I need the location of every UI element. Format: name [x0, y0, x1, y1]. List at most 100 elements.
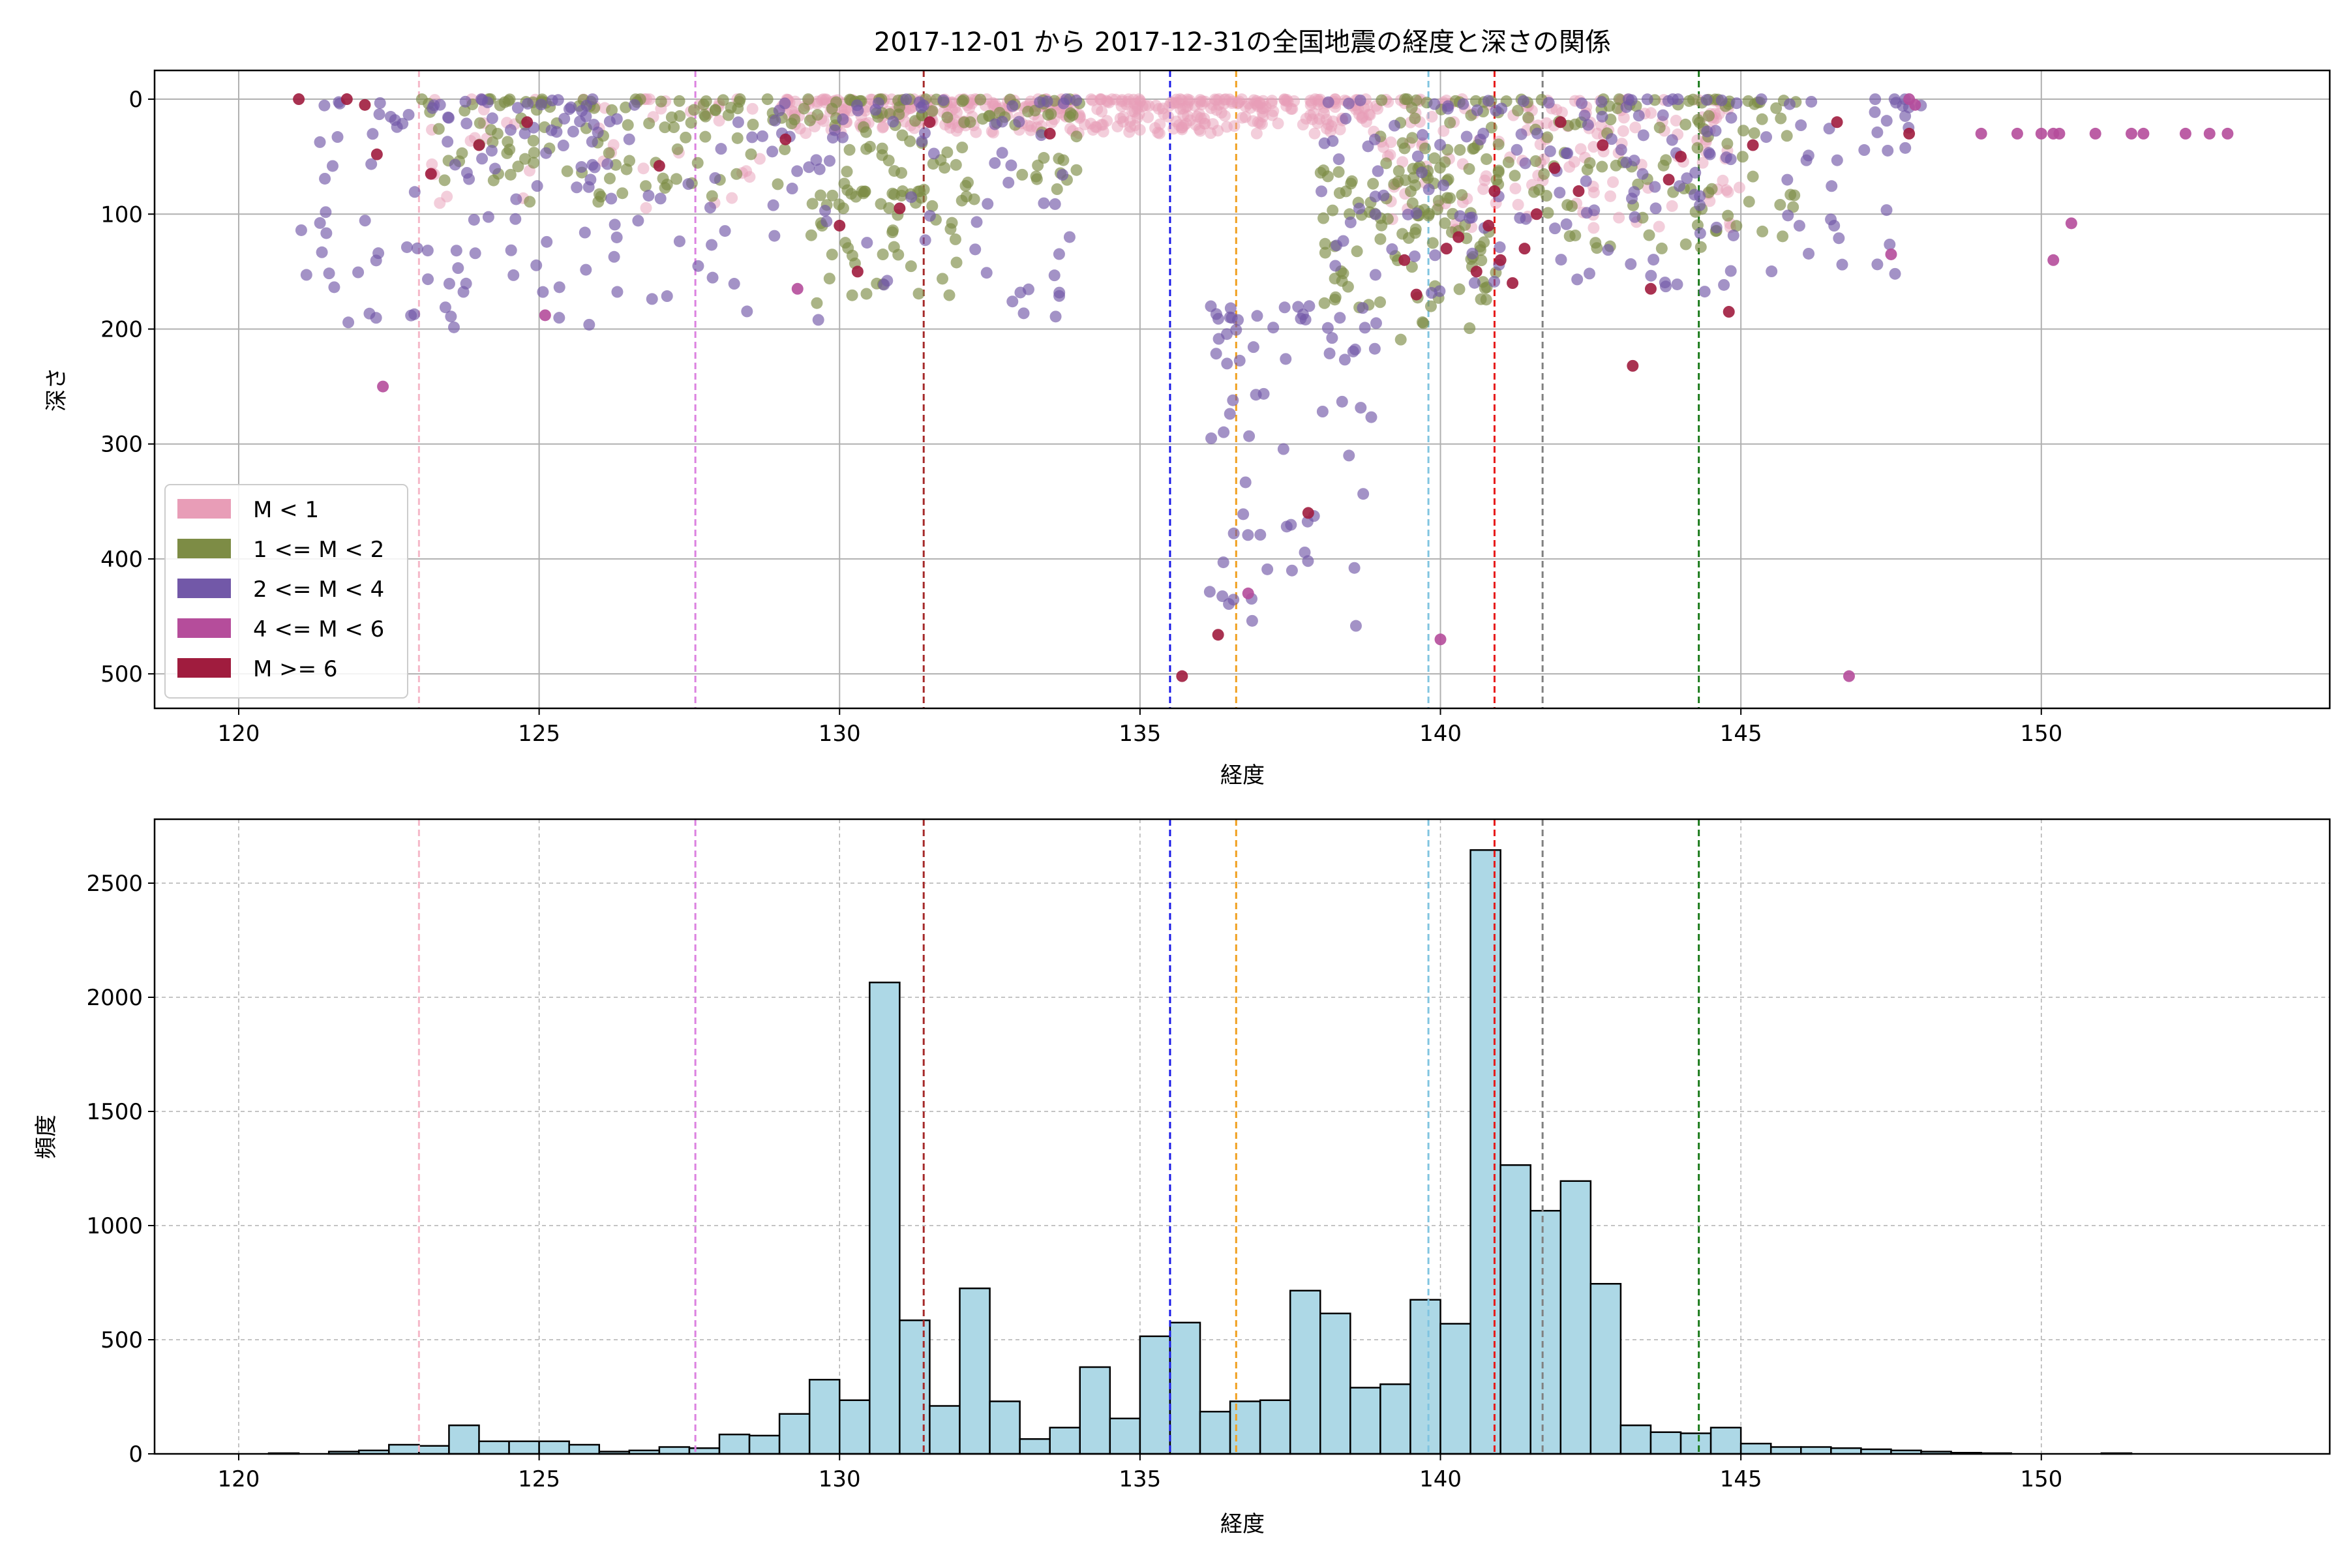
scatter-point: [427, 102, 439, 114]
scatter-point: [1793, 220, 1805, 232]
scatter-point: [1182, 96, 1195, 108]
scatter-point: [719, 225, 731, 237]
scatter-point: [817, 93, 830, 106]
scatter-point: [1280, 520, 1293, 533]
histogram-bar: [748, 1434, 781, 1455]
scatter-point: [1013, 115, 1025, 128]
scatter-point: [726, 192, 738, 204]
scatter-point: [1468, 277, 1481, 289]
scatter-point: [1233, 354, 1246, 367]
scatter-point: [1353, 202, 1366, 215]
scatter-point: [805, 229, 817, 241]
scatter-point: [1701, 125, 1713, 138]
scatter-point: [1511, 143, 1523, 156]
scatter-point: [340, 93, 353, 106]
scatter-point: [1641, 93, 1653, 106]
scatter-y-tick-label: 500: [100, 661, 143, 687]
scatter-point: [1580, 207, 1593, 219]
scatter-point: [1828, 220, 1841, 232]
scatter-point: [1142, 111, 1154, 123]
scatter-point: [1483, 219, 1495, 232]
scatter-point: [1574, 143, 1587, 155]
scatter-point: [1224, 93, 1236, 106]
scatter-point: [1063, 231, 1076, 243]
scatter-point: [741, 305, 753, 318]
scatter-point: [1580, 175, 1592, 187]
legend-label-m-2-4: 2 <= M < 4: [253, 577, 384, 603]
scatter-point: [389, 114, 401, 127]
scatter-point: [1288, 95, 1301, 108]
scatter-point: [1643, 229, 1655, 241]
scatter-point: [673, 235, 685, 247]
scatter-point: [996, 115, 1008, 128]
scatter-point: [1416, 166, 1428, 179]
scatter-point: [1903, 127, 1916, 140]
scatter-point: [653, 160, 665, 172]
scatter-point: [1700, 94, 1713, 106]
scatter-point: [1715, 94, 1728, 106]
histogram-bar: [1169, 1321, 1201, 1455]
scatter-point: [1210, 308, 1222, 320]
scatter-point: [851, 265, 864, 278]
scatter-point: [370, 254, 382, 267]
scatter-point: [959, 179, 972, 192]
scatter-point: [425, 168, 437, 180]
scatter-point: [1437, 179, 1449, 192]
histogram-bar: [388, 1443, 420, 1455]
scatter-point: [659, 121, 671, 134]
scatter-point: [352, 266, 365, 279]
scatter-point: [1755, 93, 1768, 106]
scatter-point: [1374, 296, 1387, 309]
scatter-point: [1351, 245, 1363, 258]
scatter-plot-frame: [153, 69, 2331, 710]
scatter-point: [1256, 118, 1268, 130]
scatter-point: [692, 260, 704, 272]
scatter-point: [522, 98, 534, 110]
scatter-point: [1327, 135, 1339, 147]
histogram-x-tick-label: 130: [819, 1466, 861, 1492]
histogram-bar: [1559, 1180, 1592, 1455]
scatter-point: [1694, 227, 1706, 239]
scatter-point: [709, 104, 721, 116]
scatter-point: [1070, 94, 1083, 106]
scatter-point: [1286, 564, 1298, 577]
histogram-y-tick-label: 1500: [86, 1099, 143, 1125]
scatter-point: [1649, 181, 1661, 193]
scatter-point: [747, 118, 759, 130]
scatter-point: [1694, 241, 1707, 253]
scatter-point: [1410, 288, 1422, 301]
scatter-point: [1417, 317, 1430, 329]
scatter-point: [1464, 322, 1476, 335]
scatter-point: [826, 189, 839, 202]
scatter-point: [1522, 112, 1535, 124]
scatter-point: [700, 95, 712, 108]
scatter-point: [699, 109, 711, 121]
scatter-point: [603, 172, 616, 185]
scatter-point: [761, 93, 774, 106]
scatter-point: [606, 104, 618, 116]
scatter-point: [1374, 233, 1387, 245]
scatter-point: [1871, 126, 1884, 138]
scatter-x-tick-label: 150: [2020, 721, 2062, 747]
histogram-bar: [1469, 849, 1501, 1455]
histogram-x-tick-label: 140: [1419, 1466, 1462, 1492]
scatter-point: [673, 95, 685, 107]
scatter-point: [837, 113, 849, 125]
scatter-point: [834, 219, 846, 232]
scatter-point: [1215, 106, 1227, 119]
scatter-point: [1349, 620, 1362, 632]
scatter-point: [1329, 294, 1341, 306]
scatter-point: [1054, 106, 1066, 119]
scatter-y-axis-label: 深さ: [44, 367, 70, 412]
scatter-point: [896, 167, 908, 179]
scatter-point: [654, 192, 667, 205]
scatter-point: [851, 99, 864, 112]
scatter-point: [1743, 196, 1755, 208]
scatter-point: [1212, 629, 1224, 641]
scatter-point: [640, 202, 652, 214]
scatter-point: [1388, 178, 1400, 190]
scatter-point: [370, 312, 382, 324]
scatter-series: [295, 93, 1927, 632]
histogram-bar: [1079, 1366, 1111, 1455]
scatter-point: [833, 198, 845, 211]
